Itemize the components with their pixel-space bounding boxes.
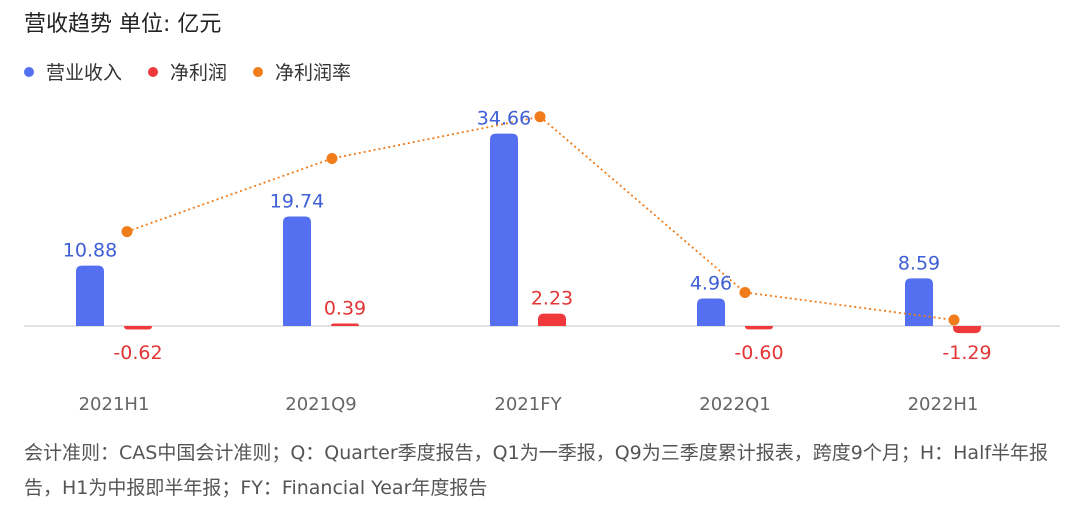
x-tick-label: 2022H1 xyxy=(908,394,979,415)
net-margin-line xyxy=(126,115,955,321)
net-profit-data-label: -1.29 xyxy=(942,342,991,364)
legend: 营业收入 净利润 净利润率 xyxy=(24,58,351,85)
revenue-data-label: 19.74 xyxy=(270,190,324,212)
chart-title: 营收趋势 单位: 亿元 xyxy=(24,12,222,37)
net-profit-data-label: 2.23 xyxy=(531,288,573,310)
net-margin-point xyxy=(326,153,338,164)
legend-item-net-profit[interactable]: 净利润 xyxy=(148,58,227,85)
net-profit-bar xyxy=(124,326,152,330)
net-profit-bar xyxy=(745,326,773,330)
bar-group xyxy=(76,133,981,334)
legend-item-net-margin[interactable]: 净利润率 xyxy=(253,58,351,85)
net-margin-point xyxy=(121,226,133,238)
label-group: 10.88 -0.62 2021H1 19.74 0.39 2021Q9 34.66 2.23… xyxy=(63,108,992,415)
revenue-data-label: 8.59 xyxy=(898,252,940,274)
revenue-bar xyxy=(76,265,104,326)
revenue-bar xyxy=(697,298,725,326)
x-tick-label: 2021Q9 xyxy=(285,394,356,415)
revenue-data-label: 34.66 xyxy=(477,108,531,130)
margin-line-group xyxy=(121,111,960,326)
legend-label: 营业收入 xyxy=(46,62,123,84)
net-profit-data-label: -0.62 xyxy=(113,342,162,364)
net-profit-data-label: -0.60 xyxy=(734,342,783,364)
legend-label: 净利润率 xyxy=(275,62,352,84)
net-margin-point xyxy=(739,286,751,298)
x-tick-label: 2022Q1 xyxy=(699,394,770,415)
net-margin-point xyxy=(534,111,546,123)
net-margin-point xyxy=(948,314,960,326)
revenue-bar xyxy=(490,133,518,326)
net-profit-bar xyxy=(538,313,566,326)
revenue-data-label: 10.88 xyxy=(63,240,117,262)
footnote: 会计准则：CAS中国会计准则；Q：Quarter季度报告，Q1为一季报，Q9为三… xyxy=(24,442,1049,499)
revenue-bar xyxy=(905,278,933,326)
legend-item-revenue[interactable]: 营业收入 xyxy=(24,58,122,85)
net-profit-data-label: 0.39 xyxy=(324,298,366,320)
legend-dot-icon xyxy=(148,66,159,77)
x-tick-label: 2021H1 xyxy=(79,394,150,415)
legend-dot-icon xyxy=(253,66,264,77)
legend-label: 净利润 xyxy=(170,62,228,84)
x-tick-label: 2021FY xyxy=(494,394,562,415)
net-profit-bar xyxy=(331,323,359,326)
chart-canvas: 10.88 -0.62 2021H1 19.74 0.39 2021Q9 34.66 2.23… xyxy=(24,108,1060,415)
revenue-data-label: 4.96 xyxy=(690,272,732,294)
legend-dot-icon xyxy=(24,66,34,77)
net-profit-bar xyxy=(953,326,981,334)
revenue-bar xyxy=(283,216,311,326)
